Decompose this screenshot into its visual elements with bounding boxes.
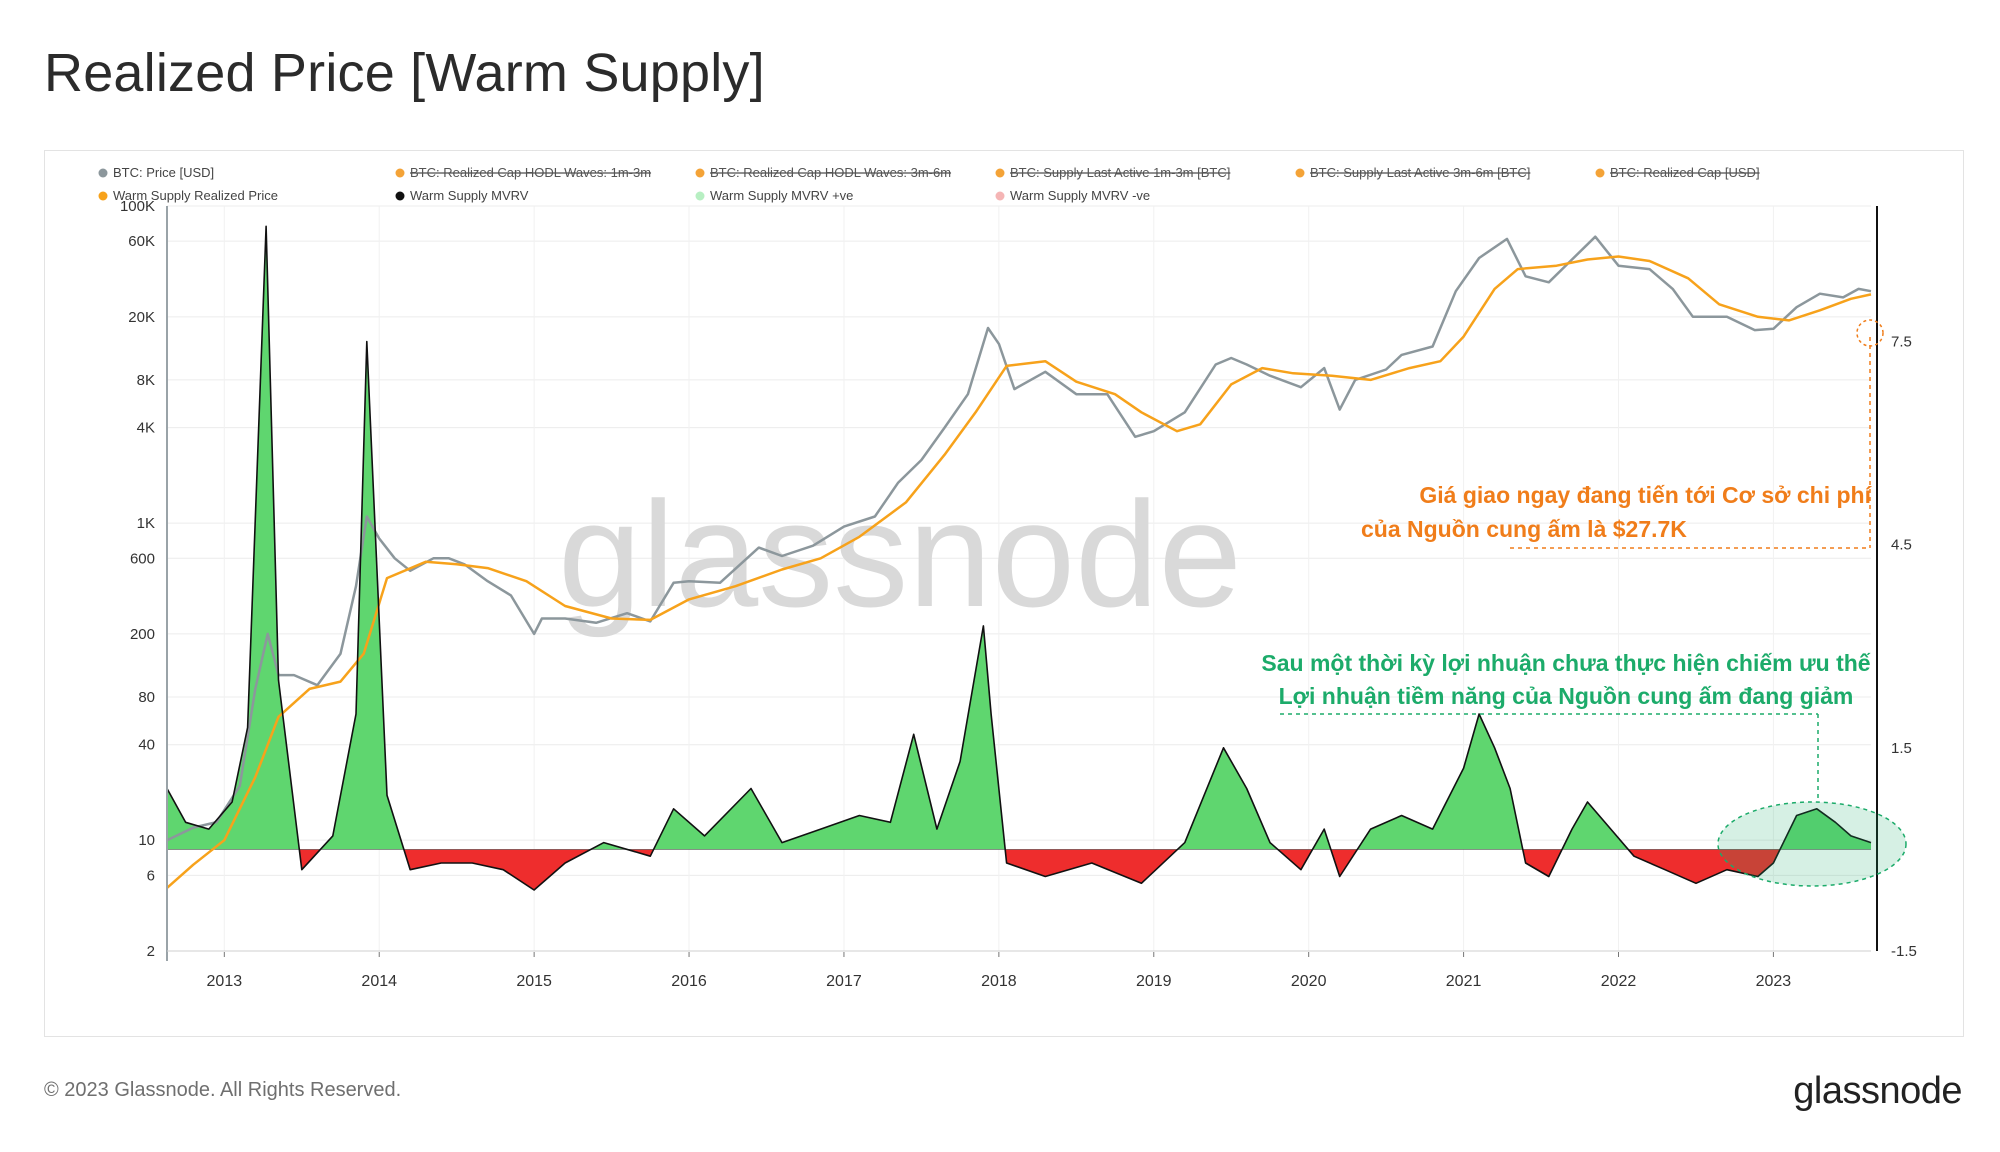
y-left-tick-label: 8K	[137, 372, 155, 389]
y-left-tick-label: 6	[147, 867, 155, 884]
y-right-tick-label: 4.5	[1891, 537, 1912, 554]
y-left-tick-label: 100K	[120, 198, 155, 215]
legend: BTC: Price [USD] BTC: Realized Cap HODL W…	[98, 165, 1760, 203]
legend-item[interactable]: Warm Supply MVRV +ve	[710, 188, 853, 203]
x-tick-label: 2023	[1756, 973, 1792, 990]
x-tick-label: 2013	[207, 973, 243, 990]
gridlines	[167, 205, 1871, 952]
y-left-tick-label: 4K	[137, 420, 155, 437]
series-warm-supply-mvrv	[166, 225, 1872, 891]
x-tick-label: 2020	[1291, 973, 1327, 990]
y-left-tick-label: 10	[138, 832, 155, 849]
legend-marker	[995, 191, 1005, 201]
y-left-tick-label: 1K	[137, 515, 155, 532]
y-left-tick-label: 600	[130, 550, 155, 567]
x-tick-label: 2014	[361, 973, 397, 990]
legend-marker	[695, 168, 705, 178]
legend-marker	[1595, 168, 1605, 178]
x-tick-label: 2017	[826, 973, 862, 990]
legend-marker	[1295, 168, 1305, 178]
mvrv-negative-area	[299, 849, 1781, 891]
y-left-tick-label: 200	[130, 626, 155, 643]
legend-item[interactable]: Warm Supply Realized Price	[113, 188, 278, 203]
annotation-green-line2: Lợi nhuận tiềm năng của Nguồn cung ấm đa…	[1279, 683, 1854, 709]
page-title: Realized Price [Warm Supply]	[44, 43, 765, 103]
mvrv-area	[167, 226, 1871, 891]
y-left-tick-label: 40	[138, 737, 155, 754]
x-tick-label: 2019	[1136, 973, 1172, 990]
footer-logo: glassnode	[1793, 1070, 1962, 1112]
annotation-orange-circle	[1856, 319, 1884, 347]
x-tick-label: 2022	[1601, 973, 1637, 990]
y-right-tick-label: 1.5	[1891, 740, 1912, 757]
chart-svg: BTC: Price [USD] BTC: Realized Cap HODL W…	[98, 165, 1917, 990]
x-tick-label: 2015	[516, 973, 552, 990]
legend-marker	[395, 191, 405, 201]
y-left-tick-label: 60K	[128, 233, 155, 250]
x-tick-label: 2018	[981, 973, 1017, 990]
legend-marker	[995, 168, 1005, 178]
legend-marker	[98, 191, 108, 201]
legend-item[interactable]: BTC: Realized Cap HODL Waves: 3m-6m	[710, 165, 951, 180]
legend-item[interactable]: BTC: Price [USD]	[113, 165, 214, 180]
annotation-orange-line1: Giá giao ngay đang tiến tới Cơ sở chi ph…	[1419, 482, 1872, 508]
y-right-tick-label: -1.5	[1891, 943, 1917, 960]
legend-marker	[395, 168, 405, 178]
x-tick-label: 2016	[671, 973, 707, 990]
axes: 2 6 10 40 80 200 600 1K 4K 8K 20K 60K 100K 2013 2014 20…	[120, 198, 1917, 990]
y-left-tick-label: 80	[138, 689, 155, 706]
legend-item[interactable]: BTC: Realized Cap [USD]	[1610, 165, 1760, 180]
legend-item[interactable]: Warm Supply MVRV	[410, 188, 529, 203]
chart-frame: BTC: Price [USD] BTC: Realized Cap HODL W…	[44, 150, 1964, 1037]
annotations: Giá giao ngay đang tiến tới Cơ sở chi ph…	[1261, 319, 1907, 887]
series-lines	[166, 225, 1872, 891]
y-right-tick-label: 7.5	[1891, 333, 1912, 350]
annotation-orange-line2: của Nguồn cung ấm là $27.7K	[1361, 516, 1687, 542]
series-warm-supply-realized-price	[166, 255, 1872, 889]
annotation-green-ellipse	[1717, 801, 1907, 887]
legend-item[interactable]: BTC: Supply Last Active 1m-3m [BTC]	[1010, 165, 1230, 180]
legend-marker	[98, 168, 108, 178]
annotation-green-line1: Sau một thời kỳ lợi nhuận chưa thực hiện…	[1261, 650, 1870, 676]
series-btc-price	[166, 235, 1872, 842]
y-left-tick-label: 20K	[128, 309, 155, 326]
legend-marker	[695, 191, 705, 201]
watermark-text: glassnode	[558, 470, 1242, 638]
legend-item[interactable]: Warm Supply MVRV -ve	[1010, 188, 1150, 203]
x-tick-label: 2021	[1446, 973, 1482, 990]
legend-item[interactable]: BTC: Supply Last Active 3m-6m [BTC]	[1310, 165, 1530, 180]
legend-item[interactable]: BTC: Realized Cap HODL Waves: 1m-3m	[410, 165, 651, 180]
y-left-tick-label: 2	[147, 943, 155, 960]
footer-copyright: © 2023 Glassnode. All Rights Reserved.	[44, 1079, 402, 1101]
